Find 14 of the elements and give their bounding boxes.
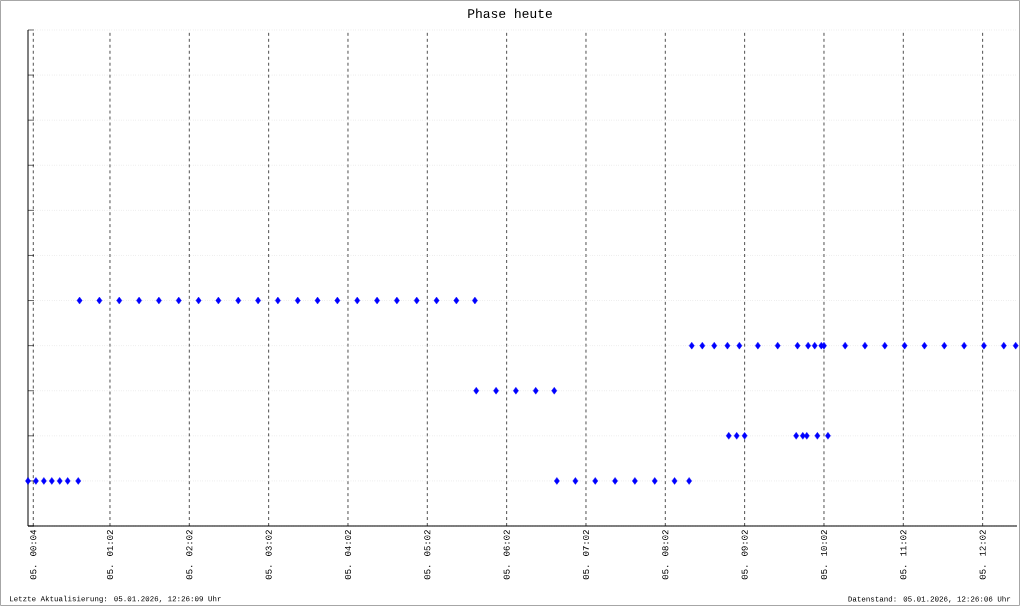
x-tick-label: 05. 03:02 <box>265 530 272 580</box>
x-tick-label: 05. 02:02 <box>186 530 193 580</box>
x-tick-label: 05. 04:02 <box>344 530 352 580</box>
x-tick-label: 05. 10:02 <box>820 530 828 580</box>
x-tick-label: 05. 12:02 <box>979 530 986 580</box>
x-tick-label: 05. 01:02 <box>106 530 114 580</box>
x-tick-label: 05. 08:02 <box>662 530 669 580</box>
x-tick-label: 05. 11:02 <box>900 530 907 580</box>
x-tick-label: 05. 07:02 <box>582 530 590 580</box>
x-tick-label: 05. 09:02 <box>741 530 748 580</box>
x-tick-label: 05. 06:02 <box>503 530 510 580</box>
x-tick-label: 05. 05:02 <box>424 530 431 580</box>
chart-title: Phase heute <box>468 8 552 19</box>
x-tick-label: 05. 00:04 <box>30 529 37 580</box>
